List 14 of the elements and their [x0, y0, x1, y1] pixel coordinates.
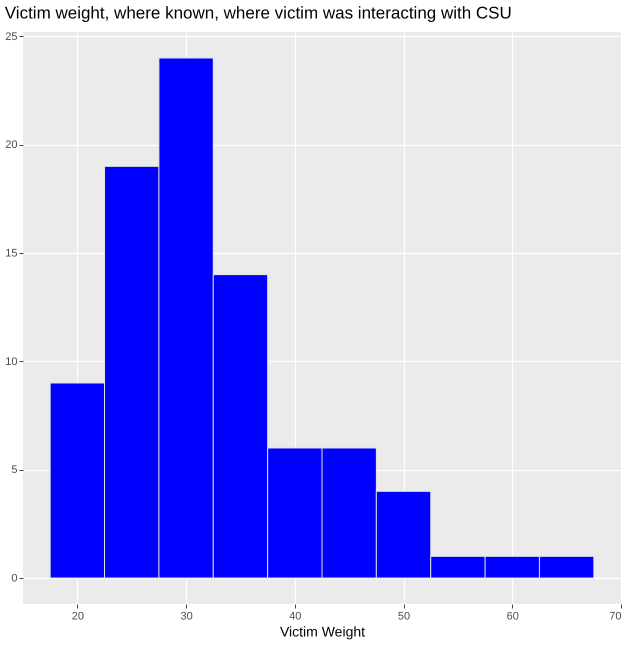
y-tick-label: 0 [11, 572, 18, 584]
y-tick-label: 20 [5, 139, 18, 152]
x-tick-label: 30 [180, 610, 193, 622]
x-tick-label: 60 [506, 610, 519, 622]
x-tick-label: 40 [289, 610, 302, 622]
y-tick-label: 5 [11, 464, 18, 476]
y-tick-label: 25 [5, 30, 18, 43]
chart-title: Victim weight, where known, where victim was interacting with CSU [4, 3, 512, 22]
y-tick-label: 10 [5, 356, 18, 368]
y-tick-label: 15 [5, 248, 18, 260]
x-tick-label: 70 [609, 610, 622, 622]
x-tick-label: 20 [72, 610, 84, 622]
x-axis-title: Victim Weight [280, 624, 366, 640]
x-tick-label: 50 [398, 610, 410, 622]
